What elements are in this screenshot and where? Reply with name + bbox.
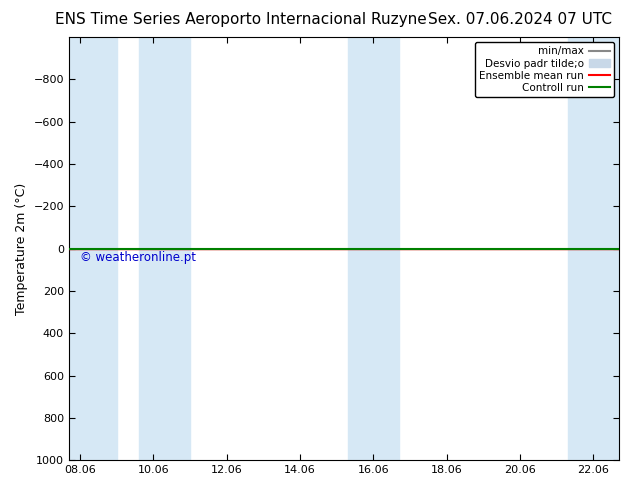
Text: ENS Time Series Aeroporto Internacional Ruzyne: ENS Time Series Aeroporto Internacional …: [55, 12, 427, 27]
Text: Sex. 07.06.2024 07 UTC: Sex. 07.06.2024 07 UTC: [428, 12, 612, 27]
Bar: [139, 37, 190, 460]
Bar: [347, 37, 399, 460]
Legend: min/max, Desvio padr tilde;o, Ensemble mean run, Controll run: min/max, Desvio padr tilde;o, Ensemble m…: [475, 42, 614, 97]
Bar: [567, 37, 619, 460]
Bar: [69, 37, 117, 460]
Text: © weatheronline.pt: © weatheronline.pt: [80, 251, 196, 264]
Y-axis label: Temperature 2m (°C): Temperature 2m (°C): [15, 182, 28, 315]
